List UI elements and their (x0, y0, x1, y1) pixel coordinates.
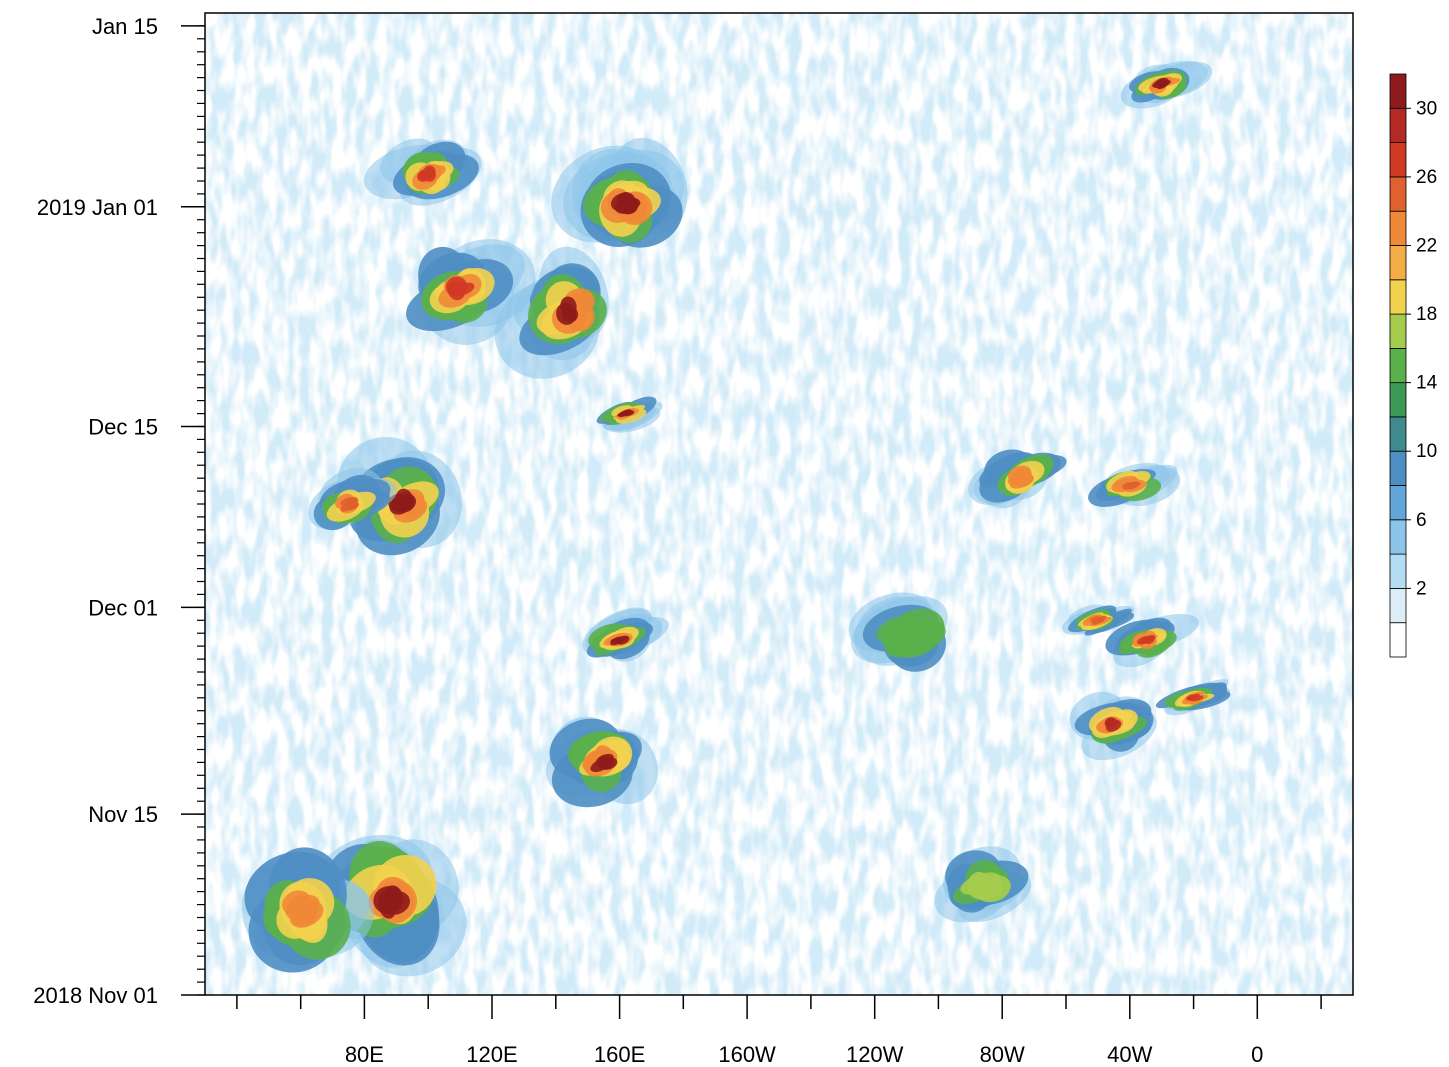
band-17-cell-5-4 (340, 500, 358, 512)
band-10-cell-5-4 (1089, 616, 1101, 623)
band-12-cell-5-3 (1012, 474, 1030, 484)
heat-layer (241, 61, 1231, 977)
band-16 (241, 847, 374, 973)
band-6-cell-5-4 (621, 199, 639, 215)
x-tick-label: 40W (1107, 1042, 1152, 1067)
x-tick-label: 80W (980, 1042, 1025, 1067)
colorbar-label: 6 (1416, 510, 1427, 531)
colorbar-swatch (1389, 382, 1407, 418)
colorbar-swatch (1389, 210, 1407, 246)
band-1-cell-5-3 (395, 488, 414, 511)
colorbar-swatch (1389, 519, 1407, 555)
x-axis: 80E 120E 160E 160W 120W 80W 40W 0 (236, 995, 1322, 1067)
colorbar-label: 18 (1416, 304, 1437, 325)
y-tick-label: Dec 01 (88, 595, 158, 620)
x-tick-label: 160E (594, 1042, 645, 1067)
y-tick-label: Nov 15 (88, 802, 158, 827)
colorbar-swatch (1389, 450, 1407, 486)
colorbar-swatch (1389, 176, 1407, 212)
colorbar-swatch (1389, 416, 1407, 452)
colorbar-swatch (1389, 73, 1407, 109)
band-19-cell-5-2 (978, 877, 993, 888)
colorbar-swatch (1389, 107, 1407, 143)
colorbar-swatch (1389, 347, 1407, 384)
x-tick-label: 0 (1251, 1042, 1263, 1067)
colorbar-swatch (1389, 279, 1407, 315)
y-axis: 2018 Nov 01 Nov 15 Dec 01 Dec 15 2019 Jan 01… (33, 14, 205, 1008)
band-10 (1062, 604, 1135, 636)
band-11 (1155, 679, 1231, 716)
band-15 (364, 138, 482, 206)
band-3 (582, 607, 669, 662)
band-17 (308, 468, 398, 531)
x-tick-label: 80E (345, 1042, 384, 1067)
band-9 (1105, 614, 1200, 668)
colorbar-swatch (1389, 313, 1407, 349)
y-tick-label: Dec 15 (88, 415, 158, 440)
band-9-cell-5-3 (1142, 635, 1155, 643)
colorbar-swatch (1389, 588, 1407, 624)
band-8 (1069, 691, 1157, 761)
colorbar-swatch (1389, 622, 1407, 658)
colorbar-label: 30 (1416, 98, 1437, 119)
band-11-cell-5-2 (1187, 693, 1200, 700)
band-19 (934, 846, 1032, 923)
band-13-cell-5-2 (1122, 482, 1134, 490)
band-4-cell-5-4 (619, 409, 631, 416)
colorbar-label: 10 (1416, 441, 1437, 462)
band-15-cell-5-3 (423, 165, 436, 178)
x-tick-label: 120W (846, 1042, 904, 1067)
x-tick-label: 160W (718, 1042, 776, 1067)
band-6 (551, 137, 688, 248)
y-tick-label: 2018 Nov 01 (33, 983, 158, 1008)
band-0-cell-5-3 (373, 886, 404, 914)
y-tick-label: 2019 Jan 01 (37, 195, 158, 220)
band-13 (1088, 463, 1181, 507)
band-3-cell-5-2 (616, 635, 630, 645)
band-2 (546, 716, 658, 808)
colorbar-label: 14 (1416, 373, 1438, 394)
band-18-cell-5-2 (895, 627, 911, 640)
band-2-cell-5-4 (600, 757, 614, 770)
colorbar-swatch (1389, 245, 1407, 281)
colorbar-label: 2 (1416, 578, 1427, 599)
colorbar-label: 22 (1416, 236, 1437, 257)
band-8-cell-5-3 (1104, 717, 1117, 729)
colorbar-swatch (1389, 485, 1407, 521)
band-16-cell-5-2 (293, 897, 317, 923)
colorbar-label: 26 (1416, 167, 1437, 188)
band-7-cell-5-4 (1152, 79, 1169, 88)
y-tick-label: Jan 15 (92, 14, 158, 39)
band-4 (596, 396, 663, 433)
band-14 (406, 239, 536, 345)
colorbar-swatch (1389, 553, 1407, 589)
band-18 (848, 592, 948, 672)
band-14-cell-5-3 (452, 282, 475, 296)
band-12 (968, 449, 1067, 509)
colorbar-swatch (1389, 142, 1407, 178)
band-7 (1120, 61, 1213, 109)
x-tick-label: 120E (466, 1042, 517, 1067)
band-5-cell-5-2 (556, 302, 577, 325)
